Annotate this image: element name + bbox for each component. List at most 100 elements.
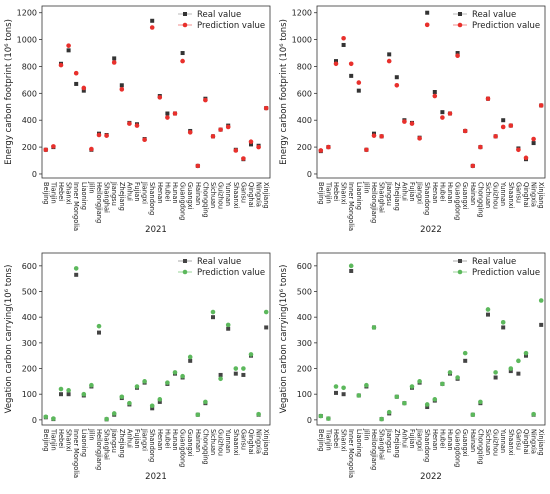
point [81, 391, 87, 397]
y-tick-label: 400 [22, 116, 37, 125]
point [111, 60, 117, 65]
point [318, 148, 324, 153]
point [172, 111, 178, 116]
x-tick-label: Jilin [362, 181, 370, 194]
point [256, 411, 261, 417]
point [195, 412, 201, 418]
x-tick-label: Heilongjiang [95, 429, 103, 470]
legend-label: Prediction value [197, 21, 265, 31]
point [417, 136, 422, 141]
point [104, 416, 109, 422]
point [386, 409, 392, 415]
legend-marker [183, 259, 187, 263]
x-tick-label: Liaoning [355, 429, 363, 457]
point [493, 375, 498, 380]
point [203, 97, 208, 103]
x-tick-label: Xinjiang [262, 182, 270, 209]
point [364, 382, 369, 388]
point [263, 105, 269, 111]
y-tick-label: 400 [297, 116, 312, 125]
x-tick-label: Hainan [194, 429, 202, 452]
point [394, 75, 399, 80]
point [485, 96, 491, 102]
point [394, 394, 400, 400]
point [348, 263, 354, 269]
point [241, 156, 246, 161]
x-tick-label: Xinjiang [537, 182, 545, 209]
point [356, 88, 361, 93]
y-axis-label: Energy carbon footprint (10⁶ tons) [4, 19, 14, 165]
x-tick-label: Anhui [400, 429, 408, 448]
point [249, 142, 253, 147]
x-tick-label: Hunan [171, 429, 179, 451]
x-axis-label: 2022 [420, 225, 442, 235]
point [119, 87, 125, 92]
x-tick-label: Jilin [87, 181, 95, 194]
point [508, 123, 514, 128]
x-tick-label: Shandong [423, 429, 431, 462]
point [218, 372, 223, 377]
point [447, 370, 453, 375]
y-tick-label: 600 [297, 89, 312, 98]
point [226, 326, 231, 331]
x-tick-label: Ningxia [255, 182, 263, 207]
x-tick-label: Qinghai [247, 182, 255, 208]
legend-label: Real value [472, 257, 516, 267]
x-tick-label: Hunan [446, 182, 454, 204]
x-tick-label: Beijing [42, 182, 50, 204]
point [210, 309, 216, 315]
x-tick-label: Guangdong [454, 182, 462, 220]
y-tick-label: 600 [297, 262, 312, 271]
point [97, 330, 101, 335]
x-tick-label: Ningxia [530, 429, 538, 454]
x-tick-label: Inner Mongolia [72, 429, 80, 478]
legend-label: Prediction value [472, 21, 540, 31]
legend-label: Real value [197, 10, 241, 20]
point [500, 320, 506, 325]
point [341, 385, 346, 391]
point [180, 373, 185, 379]
point [356, 80, 362, 85]
x-tick-label: Shaanxi [507, 429, 515, 456]
point [333, 384, 339, 389]
legend-marker [457, 22, 463, 28]
x-tick-label: Hebei [57, 429, 65, 448]
x-tick-label: Guizhou [492, 182, 500, 209]
x-tick-label: Jiangxi [141, 428, 149, 451]
x-tick-label: Hunan [446, 429, 454, 451]
x-tick-label: Zhejiang [393, 429, 401, 458]
legend-marker [182, 22, 188, 28]
x-tick-label: Shandong [423, 182, 431, 215]
y-tick-label: 1000 [292, 36, 312, 45]
point [81, 85, 87, 91]
point [432, 93, 438, 99]
point [51, 416, 56, 421]
point [501, 118, 506, 123]
y-tick-label: 1200 [17, 9, 37, 18]
point [111, 411, 117, 416]
plot-frame [316, 5, 546, 179]
x-tick-label: Chongqing [201, 182, 209, 218]
point [455, 51, 460, 56]
x-tick-label: Tianjin [324, 428, 332, 451]
y-axis-label: Vegation carbon carrying(10⁶ tons) [279, 265, 289, 414]
point [149, 25, 155, 30]
x-tick-label: Jilin [87, 428, 95, 441]
x-tick-label: Sichuan [484, 429, 492, 455]
x-tick-label: Hubei [438, 429, 446, 448]
x-tick-label: Heilongjiang [95, 182, 103, 223]
x-tick-label: Guizhou [217, 182, 225, 209]
x-tick-label: Zhejiang [118, 182, 126, 211]
x-tick-label: Heilongjiang [370, 429, 378, 470]
y-tick-label: 1000 [17, 36, 37, 45]
x-tick-label: Yunnan [224, 181, 232, 206]
point [89, 382, 94, 388]
x-tick-label: Tianjin [49, 428, 57, 451]
x-axis-label: 2022 [420, 472, 442, 482]
y-tick-label: 100 [22, 390, 37, 399]
point [66, 43, 71, 48]
point [447, 111, 453, 116]
point [104, 133, 109, 138]
x-tick-label: Henan [156, 429, 164, 450]
point [463, 358, 468, 363]
